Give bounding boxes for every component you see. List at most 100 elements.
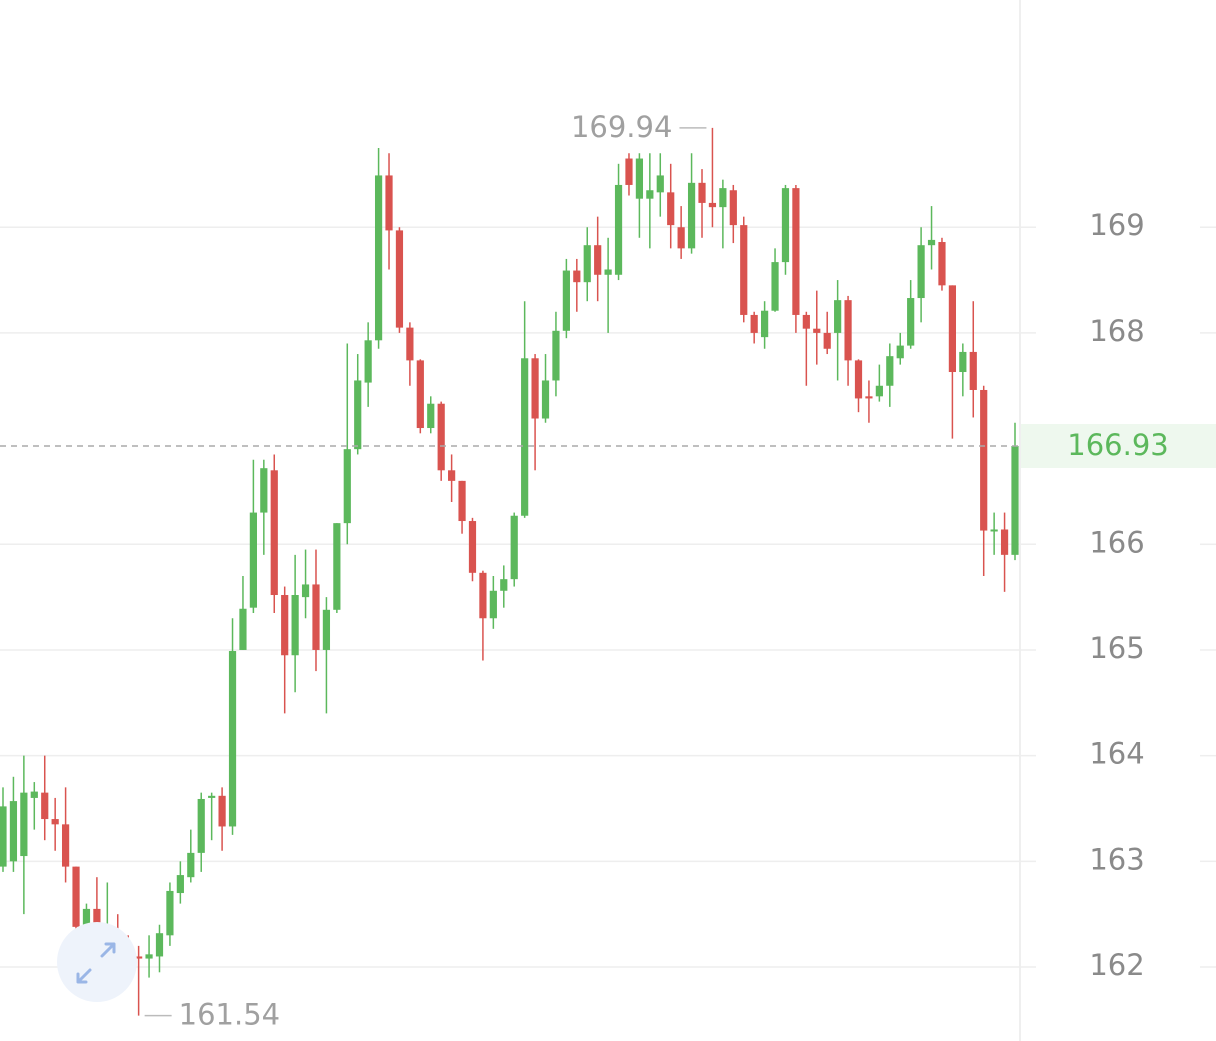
last-price-label: 166.93 bbox=[1067, 428, 1168, 462]
candle-body bbox=[896, 345, 904, 359]
candle-body bbox=[552, 330, 560, 381]
expand-icon[interactable] bbox=[76, 942, 116, 984]
candle-body bbox=[740, 225, 748, 315]
candle-body bbox=[395, 230, 404, 328]
y-tick-label: 165 bbox=[1089, 631, 1144, 665]
candle-body bbox=[364, 340, 372, 383]
candle-body bbox=[625, 158, 633, 185]
candle-body bbox=[176, 875, 184, 894]
candle-body bbox=[698, 182, 706, 203]
candle-body bbox=[823, 332, 831, 349]
candle-body bbox=[1000, 529, 1009, 555]
candle-body bbox=[541, 380, 550, 419]
y-tick-label: 162 bbox=[1089, 948, 1144, 982]
candle-body bbox=[927, 239, 936, 246]
candle-body bbox=[750, 314, 758, 333]
candle-body bbox=[938, 242, 946, 286]
candle-body bbox=[886, 356, 894, 386]
candle-body bbox=[228, 651, 237, 827]
candle-body bbox=[270, 470, 278, 596]
candle-body bbox=[510, 515, 518, 580]
candle-body bbox=[155, 933, 164, 957]
candle-body bbox=[82, 908, 91, 927]
y-tick-label: 163 bbox=[1089, 842, 1144, 876]
candle-body bbox=[416, 360, 424, 429]
candle-body bbox=[218, 795, 226, 827]
candle-body bbox=[468, 521, 477, 573]
candle-body bbox=[813, 328, 821, 333]
candle-body bbox=[0, 806, 7, 867]
candle-body bbox=[761, 310, 769, 338]
candle-body bbox=[521, 358, 529, 516]
candle-body bbox=[573, 270, 581, 283]
candle-body bbox=[687, 182, 696, 249]
candle-body bbox=[792, 188, 800, 315]
candle-body bbox=[458, 480, 466, 522]
candle-body bbox=[385, 175, 393, 231]
candle-body bbox=[406, 327, 414, 361]
candle-body bbox=[301, 584, 310, 598]
candle-body bbox=[959, 351, 967, 373]
candle-body bbox=[61, 824, 70, 867]
candle-body bbox=[312, 584, 320, 650]
candle-body bbox=[187, 852, 195, 878]
candle-body bbox=[500, 579, 508, 591]
y-tick-label: 168 bbox=[1089, 314, 1144, 348]
candle-body bbox=[197, 798, 205, 853]
candle-body bbox=[166, 890, 174, 936]
candle-body bbox=[802, 314, 810, 329]
last-price-box bbox=[1021, 423, 1216, 468]
candle-body bbox=[51, 819, 59, 825]
candle-body bbox=[72, 866, 80, 927]
y-tick-label: 169 bbox=[1089, 208, 1144, 242]
candle-body bbox=[677, 227, 685, 249]
candle-body bbox=[479, 572, 487, 619]
candle-body bbox=[489, 590, 497, 619]
candle-body bbox=[239, 608, 247, 650]
candle-body bbox=[322, 609, 331, 650]
candle-body bbox=[1011, 445, 1019, 555]
candle-body bbox=[427, 403, 435, 429]
candle-body bbox=[980, 389, 988, 531]
candle-body bbox=[249, 512, 257, 608]
y-tick-label: 166 bbox=[1089, 525, 1144, 559]
candle-body bbox=[333, 523, 341, 610]
candle-body bbox=[260, 468, 268, 513]
candle-body bbox=[875, 385, 883, 397]
candle-body bbox=[834, 300, 842, 333]
candle-body bbox=[656, 175, 664, 193]
candle-body bbox=[708, 202, 717, 208]
candle-body bbox=[448, 470, 456, 481]
expand-button-bg[interactable] bbox=[57, 922, 137, 1002]
candle-body bbox=[907, 298, 915, 346]
candle-body bbox=[781, 188, 790, 263]
candle-body bbox=[354, 380, 362, 450]
candle-body bbox=[635, 158, 644, 199]
candle-body bbox=[948, 285, 957, 373]
expand-button[interactable] bbox=[57, 922, 137, 1002]
candle-body bbox=[865, 396, 873, 399]
candle-body bbox=[343, 449, 351, 524]
candle-body bbox=[646, 190, 654, 199]
candle-body bbox=[9, 801, 18, 862]
candle-body bbox=[30, 791, 38, 798]
candle-body bbox=[374, 175, 383, 341]
candle-body bbox=[281, 595, 289, 656]
annotation-label: 169.94 bbox=[571, 110, 672, 144]
candle-body bbox=[844, 300, 852, 361]
candle-body bbox=[145, 954, 153, 959]
candle-body bbox=[562, 270, 570, 331]
candle-body bbox=[41, 792, 49, 820]
candle-body bbox=[667, 192, 675, 226]
candle-body bbox=[583, 245, 591, 283]
annotation-label: 161.54 bbox=[179, 998, 280, 1032]
candle-body bbox=[208, 795, 216, 798]
candle-body bbox=[531, 358, 539, 419]
candle-body bbox=[604, 269, 612, 275]
candle-body bbox=[969, 351, 977, 390]
candle-body bbox=[719, 188, 727, 208]
candle-body bbox=[291, 595, 299, 656]
candle-body bbox=[854, 360, 863, 399]
